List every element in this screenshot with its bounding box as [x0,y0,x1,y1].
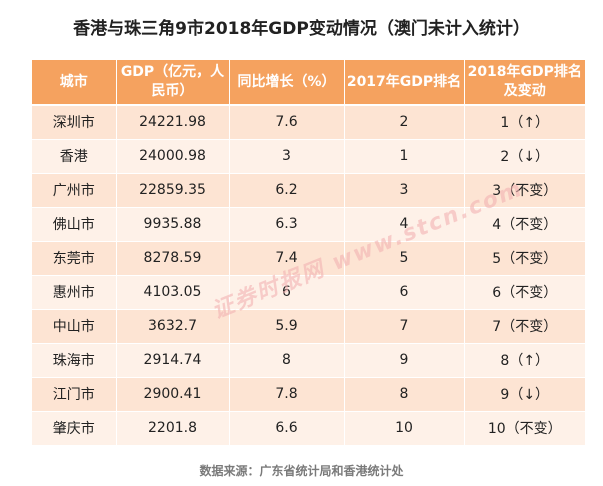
cell-city: 惠州市 [32,275,117,310]
table-row: 广州市 22859.35 6.2 3 3（不变） [32,173,585,208]
cell-gdp: 2900.41 [116,377,230,412]
cell-growth: 6.6 [229,411,345,446]
table-header-row: 城市 GDP（亿元，人民币） 同比增长（%） 2017年GDP排名 2018年G… [32,60,585,106]
header-rank-2018: 2018年GDP排名及变动 [464,60,585,106]
cell-city: 肇庆市 [32,411,117,446]
cell-city: 中山市 [32,309,117,344]
header-gdp: GDP（亿元，人民币） [116,60,230,106]
cell-growth: 7.6 [229,105,345,140]
cell-rank-2017: 7 [344,309,465,344]
table-row: 江门市 2900.41 7.8 8 9（↓） [32,377,585,412]
cell-gdp: 9935.88 [116,207,230,242]
cell-rank-2017: 10 [344,411,465,446]
cell-gdp: 2914.74 [116,343,230,378]
cell-rank-2017: 6 [344,275,465,310]
table-row: 香港 24000.98 3 1 2（↓） [32,139,585,174]
table-row: 肇庆市 2201.8 6.6 10 10（不变） [32,411,585,446]
table-row: 东莞市 8278.59 7.4 5 5（不变） [32,241,585,276]
cell-rank-2018: 9（↓） [464,377,585,412]
header-city: 城市 [32,60,117,106]
cell-rank-2017: 1 [344,139,465,174]
cell-gdp: 4103.05 [116,275,230,310]
cell-growth: 6 [229,275,345,310]
table-row: 佛山市 9935.88 6.3 4 4（不变） [32,207,585,242]
table-row: 珠海市 2914.74 8 9 8（↑） [32,343,585,378]
cell-city: 珠海市 [32,343,117,378]
cell-growth: 6.3 [229,207,345,242]
cell-city: 广州市 [32,173,117,208]
cell-rank-2017: 3 [344,173,465,208]
cell-rank-2018: 3（不变） [464,173,585,208]
table-row: 中山市 3632.7 5.9 7 7（不变） [32,309,585,344]
table-row: 惠州市 4103.05 6 6 6（不变） [32,275,585,310]
cell-rank-2017: 2 [344,105,465,140]
cell-rank-2017: 9 [344,343,465,378]
header-growth: 同比增长（%） [229,60,345,106]
cell-city: 香港 [32,139,117,174]
table-row: 深圳市 24221.98 7.6 2 1（↑） [32,105,585,140]
cell-gdp: 24000.98 [116,139,230,174]
cell-growth: 7.4 [229,241,345,276]
cell-rank-2017: 5 [344,241,465,276]
cell-gdp: 3632.7 [116,309,230,344]
cell-city: 江门市 [32,377,117,412]
cell-rank-2018: 10（不变） [464,411,585,446]
cell-rank-2018: 7（不变） [464,309,585,344]
cell-growth: 8 [229,343,345,378]
cell-gdp: 8278.59 [116,241,230,276]
page-title: 香港与珠三角9市2018年GDP变动情况（澳门未计入统计） [73,19,530,39]
cell-rank-2018: 4（不变） [464,207,585,242]
cell-growth: 5.9 [229,309,345,344]
cell-gdp: 2201.8 [116,411,230,446]
gdp-table: 城市 GDP（亿元，人民币） 同比增长（%） 2017年GDP排名 2018年G… [32,60,585,446]
cell-city: 佛山市 [32,207,117,242]
cell-rank-2018: 5（不变） [464,241,585,276]
cell-gdp: 22859.35 [116,173,230,208]
cell-gdp: 24221.98 [116,105,230,140]
cell-rank-2018: 1（↑） [464,105,585,140]
cell-rank-2017: 8 [344,377,465,412]
cell-city: 东莞市 [32,241,117,276]
cell-growth: 7.8 [229,377,345,412]
cell-growth: 3 [229,139,345,174]
cell-rank-2018: 8（↑） [464,343,585,378]
cell-rank-2018: 6（不变） [464,275,585,310]
cell-growth: 6.2 [229,173,345,208]
cell-city: 深圳市 [32,105,117,140]
header-rank-2017: 2017年GDP排名 [344,60,465,106]
data-source: 数据来源：广东省统计局和香港统计处 [199,464,404,478]
cell-rank-2017: 4 [344,207,465,242]
cell-rank-2018: 2（↓） [464,139,585,174]
